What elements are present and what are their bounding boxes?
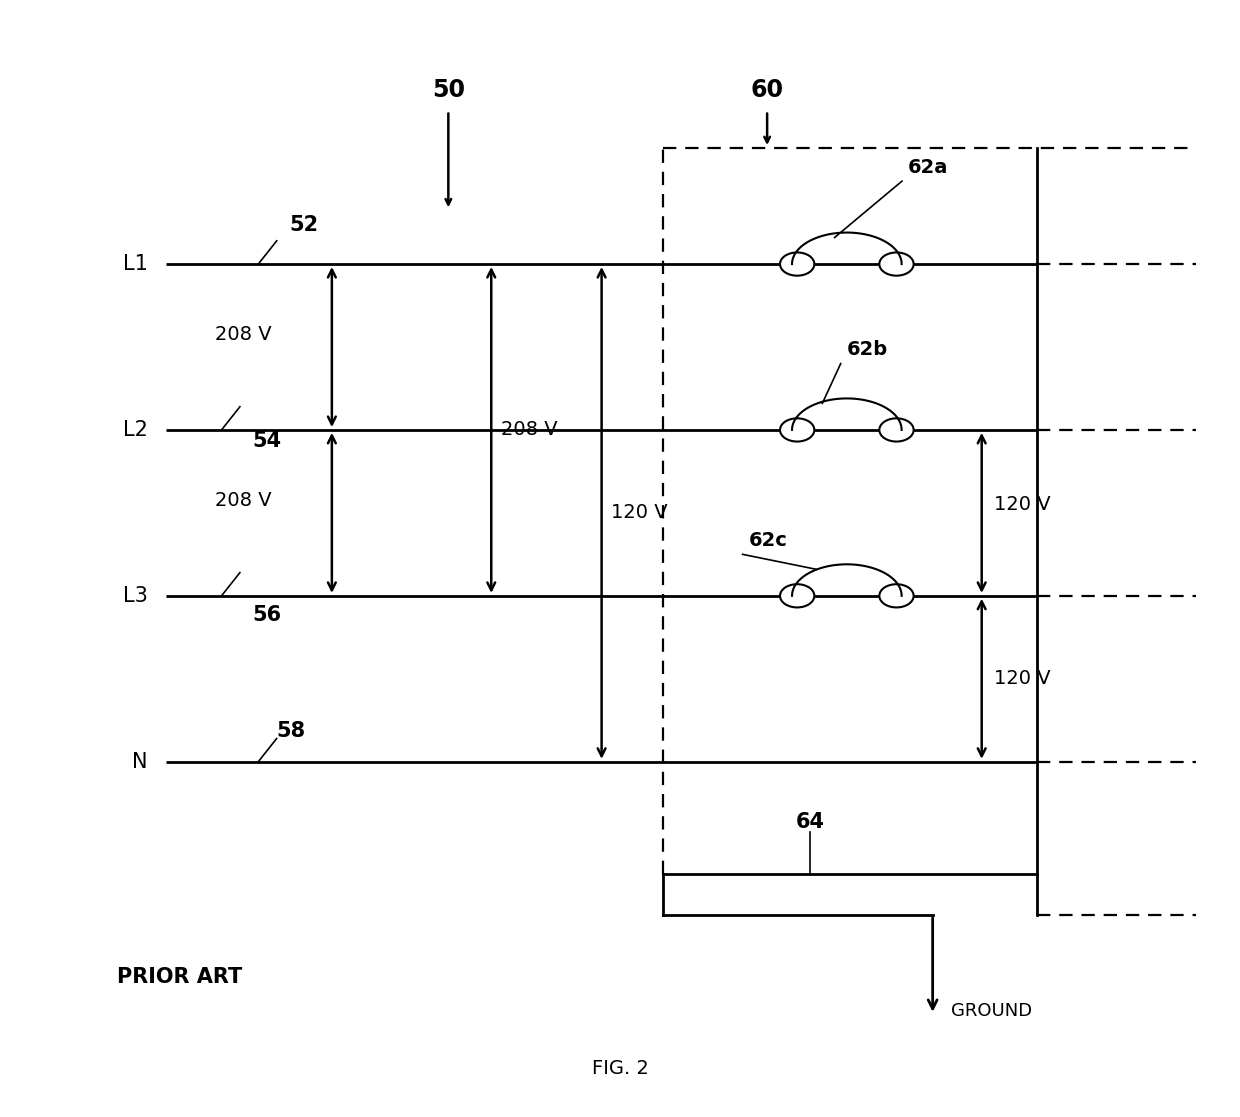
- Circle shape: [780, 584, 815, 608]
- Text: 62c: 62c: [749, 532, 787, 551]
- Text: L1: L1: [123, 254, 148, 274]
- Text: 208 V: 208 V: [216, 491, 272, 510]
- Circle shape: [879, 584, 914, 608]
- Text: 60: 60: [750, 78, 784, 103]
- Text: 62b: 62b: [847, 341, 888, 360]
- Circle shape: [879, 252, 914, 276]
- Text: 120 V: 120 V: [611, 504, 668, 523]
- Text: 56: 56: [252, 604, 281, 624]
- Text: 208 V: 208 V: [501, 420, 558, 439]
- Text: L2: L2: [123, 420, 148, 440]
- Text: 50: 50: [432, 78, 465, 103]
- Text: 62a: 62a: [908, 157, 949, 176]
- Text: GROUND: GROUND: [951, 1002, 1032, 1020]
- Circle shape: [780, 252, 815, 276]
- Text: L3: L3: [123, 585, 148, 605]
- Text: 58: 58: [277, 720, 306, 741]
- Circle shape: [879, 419, 914, 441]
- Text: 52: 52: [289, 216, 319, 235]
- Text: PRIOR ART: PRIOR ART: [118, 967, 243, 987]
- Text: 54: 54: [252, 431, 281, 450]
- Text: 120 V: 120 V: [994, 669, 1050, 688]
- Text: 120 V: 120 V: [994, 495, 1050, 514]
- Text: 208 V: 208 V: [216, 325, 272, 344]
- Circle shape: [780, 419, 815, 441]
- Text: 64: 64: [796, 812, 825, 832]
- Text: FIG. 2: FIG. 2: [591, 1059, 649, 1078]
- Text: N: N: [133, 752, 148, 772]
